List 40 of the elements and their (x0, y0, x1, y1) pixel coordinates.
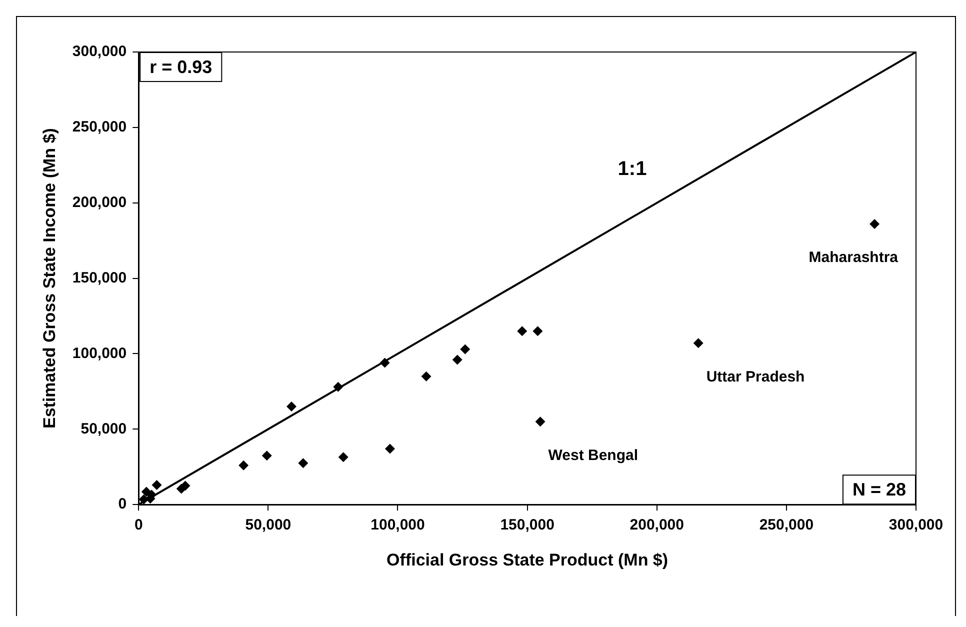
annotation: Uttar Pradesh (706, 368, 805, 386)
point (298, 458, 308, 468)
point (535, 416, 546, 427)
point (460, 344, 470, 354)
point (693, 338, 704, 348)
point (870, 218, 880, 229)
x-tick-label: 50,000 (245, 516, 292, 534)
point (532, 326, 543, 336)
point (333, 382, 344, 392)
annotation: r = 0.93 (150, 56, 212, 77)
point (452, 354, 462, 365)
y-tick-label: 100,000 (72, 344, 127, 362)
y-tick-label: 300,000 (72, 43, 127, 60)
y-tick-label: 200,000 (72, 194, 127, 212)
x-tick-label: 150,000 (500, 516, 554, 534)
y-tick-label: 150,000 (72, 269, 127, 286)
annotation: 1:1 (618, 158, 647, 180)
x-tick-label: 100,000 (370, 516, 425, 534)
y-tick-label: 0 (118, 496, 127, 513)
annotation: N = 28 (852, 480, 906, 500)
y-tick-label: 50,000 (80, 420, 127, 438)
y-axis-title: Estimated Gross State Income (Mn $) (40, 128, 59, 429)
x-tick-label: 300,000 (888, 516, 944, 534)
point (380, 358, 390, 368)
point (286, 402, 297, 412)
x-axis-title: Official Gross State Product (Mn $) (386, 550, 668, 570)
point (152, 480, 162, 490)
point (238, 460, 249, 470)
point (180, 480, 190, 491)
x-tick-label: 250,000 (759, 516, 814, 534)
point (262, 450, 272, 461)
point (517, 326, 528, 336)
y-tick-label: 250,000 (72, 118, 127, 136)
annotation: West Bengal (548, 446, 638, 464)
point (384, 444, 395, 454)
point (421, 371, 432, 382)
x-tick-label: 200,000 (630, 516, 684, 534)
annotation: Maharashtra (808, 249, 899, 266)
x-tick-label: 0 (134, 516, 143, 534)
point (338, 452, 348, 462)
